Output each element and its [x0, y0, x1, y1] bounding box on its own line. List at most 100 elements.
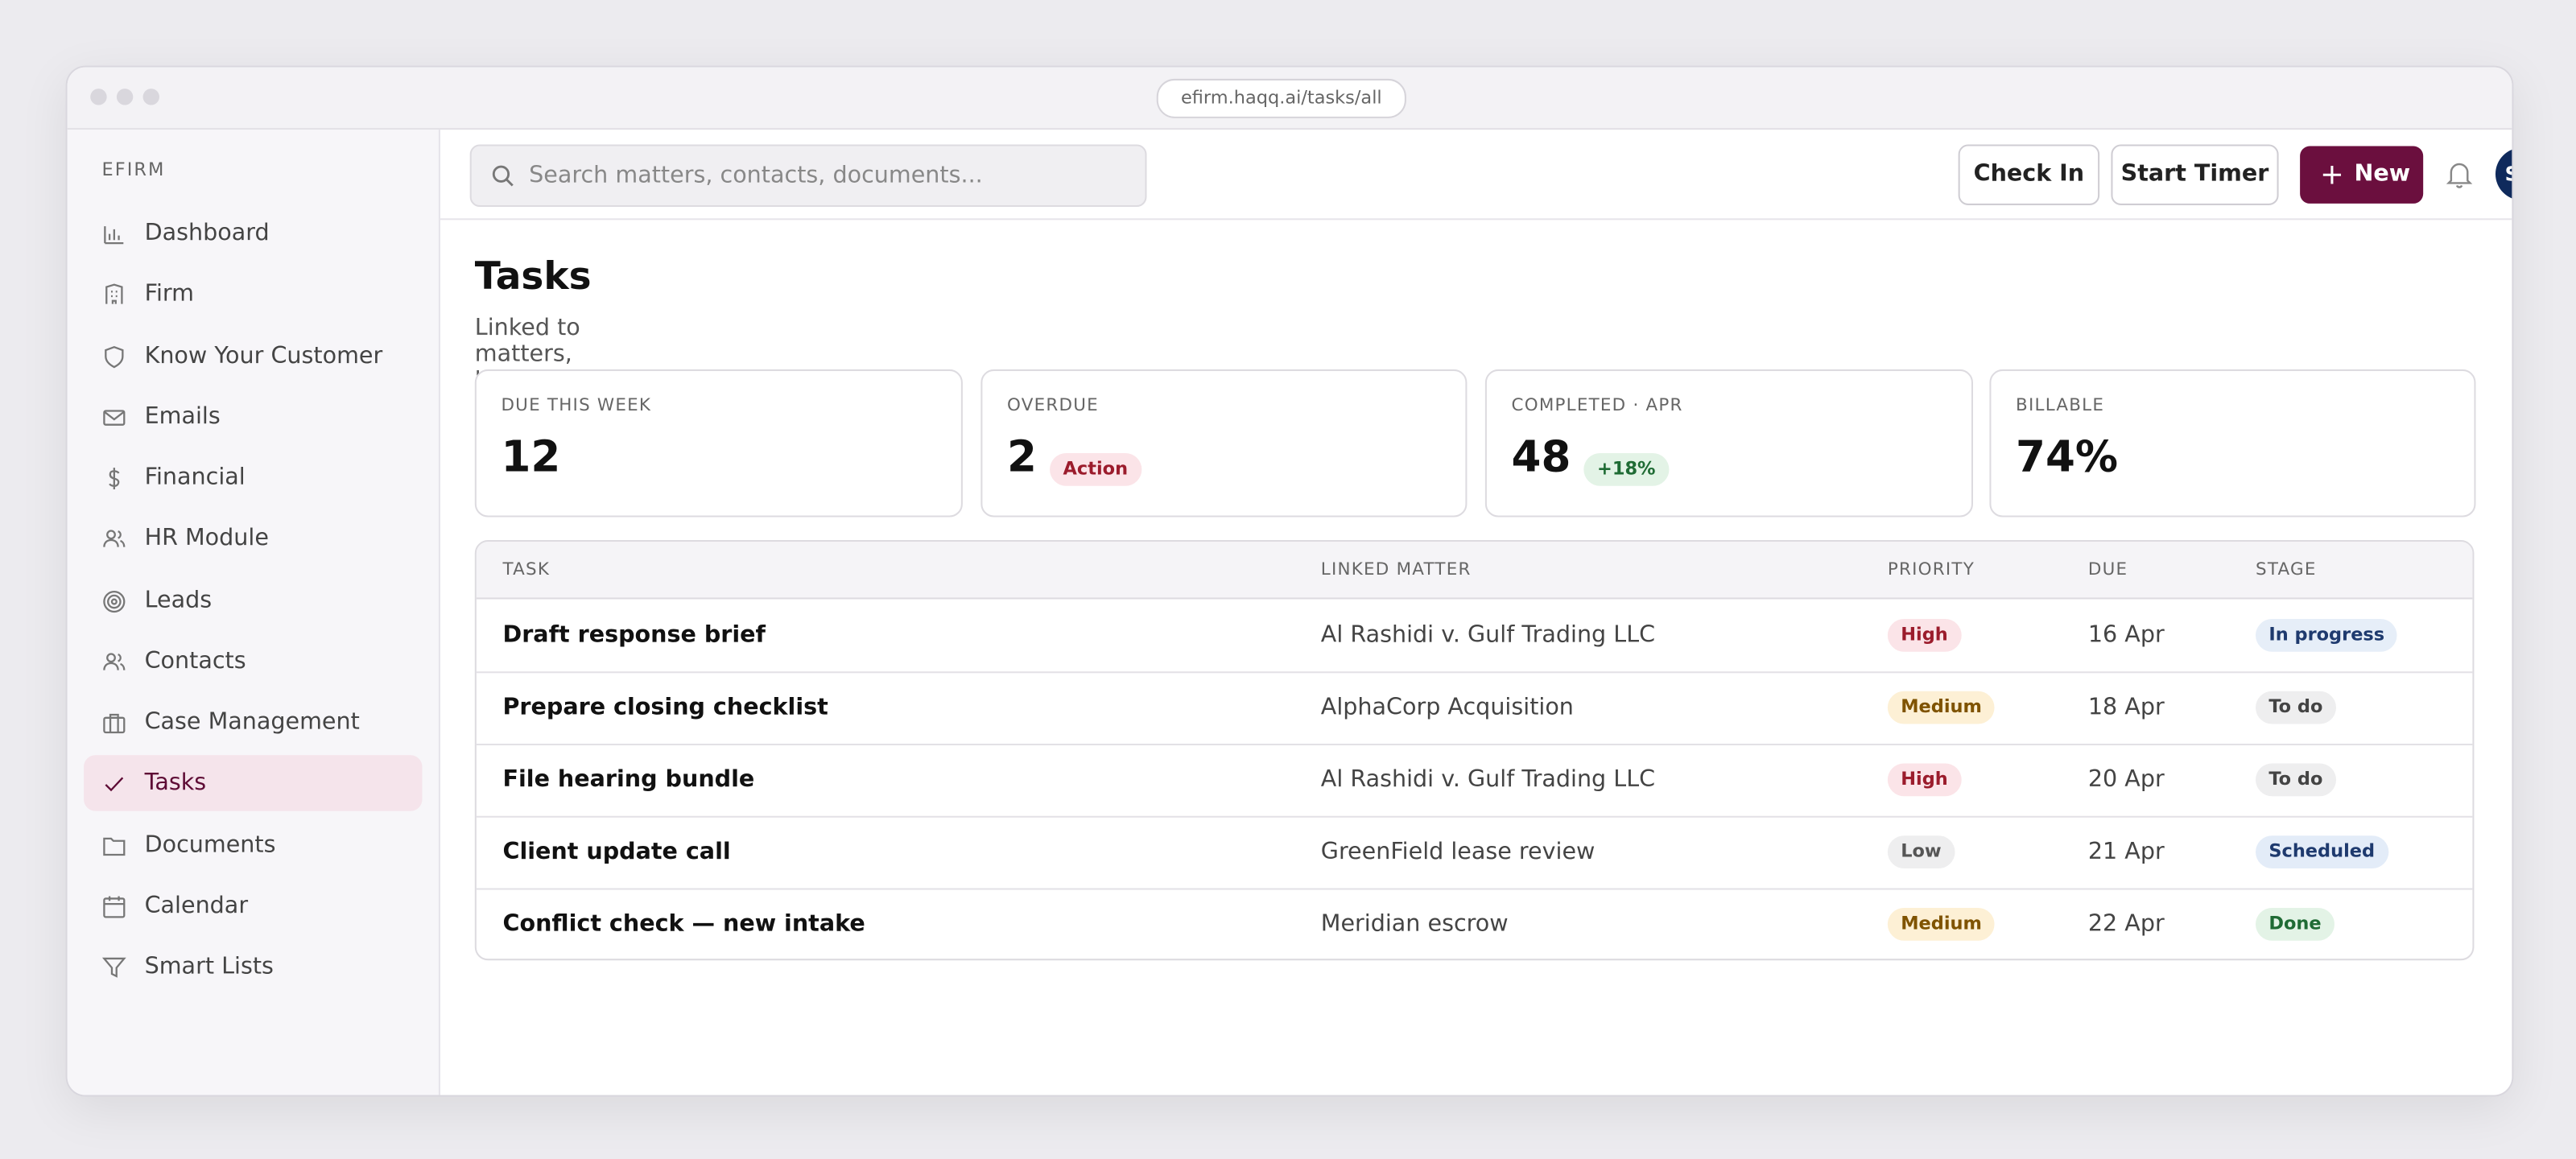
stat-label: OVERDUE: [1007, 395, 1099, 416]
sidebar: EFIRM Dashboard Firm Know Your Customer Ema…: [67, 130, 440, 1095]
check-in-button[interactable]: Check In: [1958, 144, 2100, 205]
stat-card: OVERDUE 2 Action: [980, 369, 1468, 518]
nav-item[interactable]: Know Your Customer: [84, 328, 422, 383]
stat-label: BILLABLE: [2016, 395, 2105, 416]
nav-icon: [103, 896, 126, 918]
column-header: STAGE: [2256, 559, 2317, 580]
window-dot: [116, 89, 134, 105]
search-icon: [492, 165, 514, 187]
nav-item[interactable]: Smart Lists: [84, 939, 422, 995]
priority-cell: Medium: [1887, 888, 1996, 959]
nav-label: Tasks: [144, 770, 207, 797]
nav-icon: [103, 836, 126, 856]
stat-value: 2: [1007, 433, 1037, 483]
nav-item[interactable]: HR Module: [84, 511, 422, 567]
stat-value: 74%: [2016, 433, 2119, 483]
table-row[interactable]: Conflict check — new intake Meridian escr…: [477, 888, 2473, 959]
stage-cell: To do: [2256, 671, 2336, 744]
nav-item[interactable]: Emails: [84, 389, 422, 444]
stage-badge: Scheduled: [2256, 835, 2388, 869]
column-header: PRIORITY: [1887, 559, 1975, 580]
nav-label: Firm: [144, 281, 194, 307]
priority-badge: Medium: [1887, 907, 1996, 941]
task-name: Conflict check — new intake: [502, 911, 865, 938]
stat-label: DUE THIS WEEK: [501, 395, 652, 416]
nav-label: Dashboard: [144, 220, 270, 246]
plus-icon: [2322, 166, 2342, 184]
nav-item[interactable]: Case Management: [84, 695, 422, 750]
nav-item[interactable]: Leads: [84, 572, 422, 628]
stage-badge: To do: [2256, 763, 2336, 797]
nav-item[interactable]: Financial: [84, 450, 422, 505]
search-box[interactable]: Search matters, contacts, documents...: [469, 144, 1147, 208]
nav-label: Financial: [144, 464, 246, 491]
priority-badge: High: [1887, 763, 1962, 797]
nav-label: Contacts: [144, 648, 246, 674]
nav-item[interactable]: Documents: [84, 817, 422, 872]
linked-matter: Al Rashidi v. Gulf Trading LLC: [1320, 622, 1656, 649]
window-dot: [142, 89, 159, 105]
nav-icon: [105, 344, 124, 368]
nav-label: HR Module: [144, 526, 269, 552]
nav-label: Emails: [144, 403, 221, 430]
column-header: DUE: [2087, 559, 2128, 580]
due-date: 21 Apr: [2087, 839, 2165, 865]
priority-cell: Medium: [1887, 671, 1996, 744]
priority-cell: Low: [1887, 816, 1955, 889]
nav-icon: [103, 530, 126, 548]
due-date: 22 Apr: [2087, 911, 2165, 938]
nav-item[interactable]: Firm: [84, 266, 422, 322]
url-bar[interactable]: efirm.haqq.ai/tasks/all: [1156, 78, 1406, 118]
page-title: Tasks: [474, 256, 592, 299]
stat-label: COMPLETED · APR: [1511, 395, 1683, 416]
bell-icon[interactable]: [2446, 161, 2473, 189]
linked-matter: AlphaCorp Acquisition: [1320, 694, 1574, 721]
title-bar: efirm.haqq.ai/tasks/all: [67, 67, 2512, 130]
stat-value: 12: [501, 433, 561, 483]
start-timer-button[interactable]: Start Timer: [2111, 144, 2279, 205]
column-header: TASK: [502, 559, 551, 580]
stat-card: COMPLETED · APR 48 +18%: [1484, 369, 1974, 518]
nav-label: Documents: [144, 831, 276, 858]
new-button[interactable]: New: [2300, 146, 2424, 204]
task-name: File hearing bundle: [502, 766, 755, 794]
nav-item[interactable]: Contacts: [84, 633, 422, 689]
table-row[interactable]: File hearing bundle Al Rashidi v. Gulf Tr…: [476, 744, 2473, 818]
linked-matter: GreenField lease review: [1320, 839, 1596, 865]
stat-card: BILLABLE 74%: [1989, 369, 2476, 518]
stage-cell: Scheduled: [2256, 816, 2388, 889]
nav-item[interactable]: Calendar: [84, 878, 422, 934]
due-date: 18 Apr: [2087, 694, 2165, 721]
nav-icon: [105, 777, 124, 792]
nav-item[interactable]: Dashboard: [84, 205, 422, 261]
stage-cell: Done: [2256, 888, 2334, 959]
nav-label: Smart Lists: [144, 954, 274, 980]
priority-cell: High: [1887, 599, 1962, 671]
nav-icon: [103, 409, 126, 426]
linked-matter: Meridian escrow: [1320, 911, 1509, 938]
priority-badge: High: [1887, 618, 1962, 652]
table-row[interactable]: Prepare closing checklist AlphaCorp Acqui…: [476, 671, 2473, 746]
task-name: Client update call: [502, 839, 731, 865]
priority-badge: Medium: [1887, 691, 1996, 724]
nav-icon: [101, 957, 126, 978]
stage-badge: Done: [2256, 907, 2334, 941]
priority-cell: High: [1887, 744, 1962, 816]
nav-icon: [104, 226, 124, 245]
priority-badge: Low: [1887, 835, 1955, 869]
stage-cell: To do: [2256, 744, 2336, 816]
stat-badge: +18%: [1583, 452, 1669, 486]
nav-label: Calendar: [144, 893, 249, 919]
avatar[interactable]: SM: [2495, 147, 2512, 200]
nav-label: Case Management: [144, 709, 360, 736]
stat-card: DUE THIS WEEK 12: [474, 369, 963, 518]
table-row[interactable]: Client update call GreenField lease revie…: [476, 816, 2473, 890]
due-date: 20 Apr: [2087, 766, 2165, 794]
stage-cell: In progress: [2256, 599, 2398, 671]
linked-matter: Al Rashidi v. Gulf Trading LLC: [1320, 766, 1656, 794]
nav-item[interactable]: Tasks: [84, 755, 423, 812]
table-row[interactable]: Draft response brief Al Rashidi v. Gulf T…: [476, 599, 2473, 674]
nav-icon: [103, 652, 126, 670]
